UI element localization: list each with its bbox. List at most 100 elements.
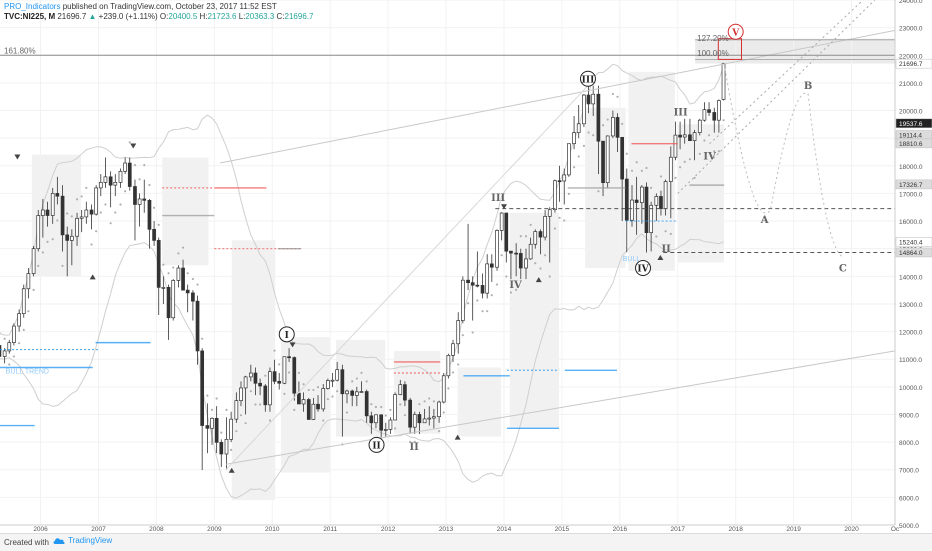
candle <box>253 367 258 396</box>
sar-dot <box>283 392 286 395</box>
candle <box>470 276 475 321</box>
sar-dot <box>143 163 146 167</box>
wave-label: III <box>582 75 595 85</box>
sar-dot <box>230 448 233 451</box>
candle <box>69 229 74 266</box>
sar-dot <box>186 272 189 275</box>
low-label: L: <box>238 12 246 21</box>
sar-dot <box>418 403 421 406</box>
sar-dot <box>563 219 566 222</box>
sar-dot <box>331 395 334 398</box>
candle-body <box>84 209 89 218</box>
candle-body <box>36 215 41 250</box>
candle-body <box>127 162 132 187</box>
candle-body <box>147 199 152 230</box>
sar-dot <box>722 119 725 122</box>
sar-dot <box>495 283 499 286</box>
sar-dot <box>413 440 416 443</box>
price-tick-label: 17000.0 <box>899 191 923 198</box>
candle-body <box>364 391 369 417</box>
candle-body <box>640 186 644 203</box>
candle <box>316 395 320 412</box>
candle <box>306 397 311 420</box>
sar-dot <box>384 414 387 417</box>
sar-dot <box>403 414 407 417</box>
candle <box>591 85 596 117</box>
sar-dot <box>225 408 228 411</box>
wave-label: V <box>731 28 740 38</box>
tradingview-logo[interactable]: TradingView <box>52 536 112 546</box>
candle <box>383 422 388 437</box>
candle-body <box>306 399 311 420</box>
sar-dot <box>172 266 175 269</box>
candle-body <box>649 204 653 234</box>
candle <box>2 348 7 364</box>
candle <box>707 102 711 117</box>
fib-label: 100.00% <box>697 49 729 58</box>
price-tick-label: 11000.0 <box>899 357 922 364</box>
sar-dot <box>438 430 441 433</box>
candle <box>31 245 36 277</box>
candle-body <box>345 390 349 395</box>
candle-body <box>200 350 205 426</box>
candle <box>239 381 243 407</box>
candle-body <box>98 182 103 189</box>
sar-dot <box>99 211 102 214</box>
candle-body <box>668 156 673 182</box>
candle-body <box>321 388 326 410</box>
wave-label: IV <box>703 152 716 163</box>
candle <box>191 290 195 321</box>
candle <box>640 185 644 224</box>
candle-body <box>562 174 567 182</box>
sar-dot <box>572 166 576 169</box>
price-tick-label: 14000.0 <box>899 274 923 281</box>
sar-dot <box>674 176 677 179</box>
candle-body <box>553 180 557 211</box>
author-link[interactable]: PRO_Indicators <box>4 2 61 11</box>
sar-dot <box>95 230 98 233</box>
sar-dot <box>181 246 185 249</box>
price-badge-label: 14864.0 <box>899 250 923 257</box>
candle <box>272 359 277 385</box>
sar-dot <box>345 411 349 414</box>
candle-body <box>2 350 7 357</box>
sar-dot <box>664 230 667 233</box>
candle-body <box>432 416 436 419</box>
candle-body <box>611 117 615 137</box>
candle-body <box>417 414 422 424</box>
sar-dot <box>249 390 252 393</box>
sar-dot <box>157 223 160 226</box>
candle-body <box>79 216 84 219</box>
sar-dot <box>312 388 315 392</box>
candle <box>147 198 152 249</box>
sar-dot <box>18 342 21 345</box>
candle-body <box>243 376 248 389</box>
candle-body <box>171 280 176 319</box>
sar-dot <box>152 206 156 209</box>
candle-body <box>682 134 687 138</box>
price-chart[interactable]: 161.80%127.20%100.00%IIIIIIIVVIIIIIIVIII… <box>0 0 932 533</box>
last-price: 21696.7 <box>57 12 87 21</box>
candle-body <box>191 292 195 302</box>
candle-body <box>567 143 571 176</box>
candle-body <box>470 282 475 286</box>
candle-body <box>282 356 287 384</box>
wave-trend-line <box>225 85 589 471</box>
candle <box>403 381 407 407</box>
symbol-label[interactable]: TVC:NI225, M <box>4 12 56 21</box>
candle <box>0 345 2 357</box>
candle-body <box>263 385 268 406</box>
sar-dot <box>12 355 16 358</box>
candle-body <box>524 258 528 269</box>
candle <box>461 276 465 324</box>
sar-dot <box>717 150 720 153</box>
candle-body <box>60 195 65 236</box>
sar-dot <box>519 235 522 238</box>
candle-body <box>166 287 171 319</box>
sar-dot <box>380 405 383 409</box>
sar-dot <box>133 163 137 167</box>
price-tick-label: 7000.0 <box>899 468 919 475</box>
candle <box>369 411 374 434</box>
candle-body <box>547 209 552 217</box>
candle-body <box>142 198 147 201</box>
